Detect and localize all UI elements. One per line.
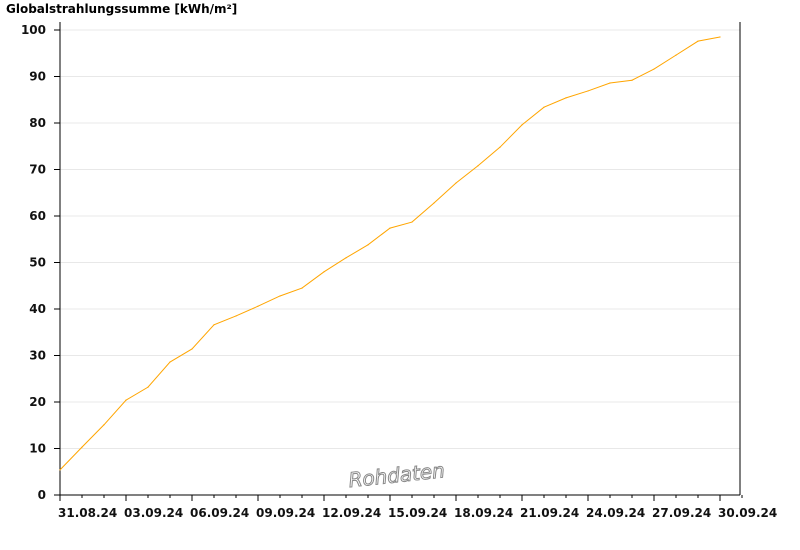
y-tick-label: 30 — [29, 349, 46, 363]
data-point — [587, 90, 589, 92]
data-point — [345, 257, 347, 259]
data-point — [81, 446, 83, 448]
y-tick-label: 40 — [29, 302, 46, 316]
y-tick-label: 20 — [29, 395, 46, 409]
data-point — [147, 386, 149, 388]
data-point — [609, 82, 611, 84]
data-point — [433, 202, 435, 204]
data-point — [389, 227, 391, 229]
data-point — [477, 165, 479, 167]
y-tick-label: 50 — [29, 256, 46, 270]
data-point — [301, 287, 303, 289]
data-point — [631, 79, 633, 81]
y-tick-label: 100 — [21, 23, 46, 37]
x-tick-label: 30.09.24 — [718, 506, 777, 520]
data-point — [279, 295, 281, 297]
series-line — [59, 36, 721, 471]
gridlines — [60, 29, 740, 449]
data-point — [675, 54, 677, 56]
x-tick-labels: 31.08.24 03.09.24 06.09.24 09.09.24 12.09.24… — [58, 506, 777, 520]
y-tick-labels: 0 10 20 30 40 50 60 70 80 90 100 — [21, 23, 46, 502]
data-point — [455, 182, 457, 184]
x-tick-label: 31.08.24 — [58, 506, 117, 520]
data-point — [367, 244, 369, 246]
data-point — [521, 124, 523, 126]
y-tick-label: 90 — [29, 70, 46, 84]
axes — [54, 22, 743, 501]
data-point — [191, 348, 193, 350]
series — [59, 36, 721, 471]
data-point — [565, 97, 567, 99]
x-tick-label: 18.09.24 — [454, 506, 513, 520]
data-point — [59, 469, 61, 471]
y-tick-label: 60 — [29, 209, 46, 223]
data-point — [719, 36, 721, 38]
data-point — [125, 399, 127, 401]
x-tick-label: 27.09.24 — [652, 506, 711, 520]
y-tick-label: 10 — [29, 442, 46, 456]
data-point — [653, 68, 655, 70]
data-point — [235, 315, 237, 317]
x-tick-label: 09.09.24 — [256, 506, 315, 520]
x-tick-label: 03.09.24 — [124, 506, 183, 520]
x-tick-label: 06.09.24 — [190, 506, 249, 520]
y-tick-label: 80 — [29, 116, 46, 130]
data-point — [697, 40, 699, 42]
data-point — [213, 324, 215, 326]
chart-title: Globalstrahlungssumme [kWh/m²] — [6, 2, 238, 16]
y-tick-label: 70 — [29, 163, 46, 177]
data-point — [257, 305, 259, 307]
x-tick-label: 15.09.24 — [388, 506, 447, 520]
data-point — [103, 424, 105, 426]
data-point — [323, 271, 325, 273]
data-point — [411, 221, 413, 223]
watermark: Rohdaten — [347, 458, 446, 492]
y-tick-label: 0 — [38, 488, 46, 502]
data-point — [543, 106, 545, 108]
x-tick-label: 24.09.24 — [586, 506, 645, 520]
x-tick-label: 12.09.24 — [322, 506, 381, 520]
data-point — [499, 146, 501, 148]
data-point — [169, 361, 171, 363]
x-tick-label: 21.09.24 — [520, 506, 579, 520]
